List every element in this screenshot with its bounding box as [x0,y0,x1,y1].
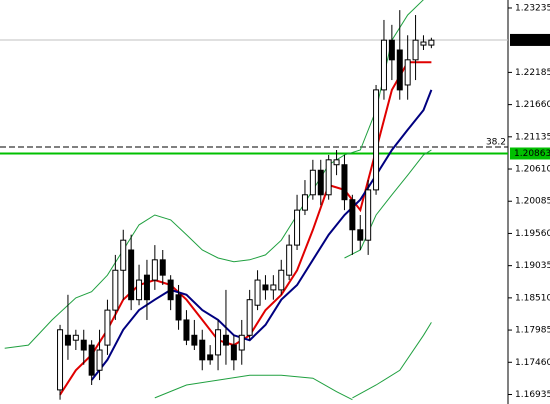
candle-body [380,39,387,91]
candle-body [357,229,364,241]
candle-body [286,244,293,276]
candle-body [246,299,253,336]
candle-body [420,41,427,46]
candle-body [412,39,419,61]
indicator-line [90,89,433,381]
candle-body [143,274,150,301]
candle-body [72,334,79,341]
candle-body [175,294,182,321]
candle-body [317,169,324,196]
candle-body [404,59,411,86]
candle-body [128,249,135,301]
candle-body [191,334,198,346]
candle-body [262,284,269,291]
fib-level-label: 38.2 [486,137,506,147]
candle-body [96,349,103,371]
candle-body [104,309,111,346]
y-tick-label: 1.19035 [515,261,550,271]
price-label: 1.22714 [514,35,550,45]
candle-body [294,209,301,246]
y-tick-label: 1.20085 [515,197,550,207]
candle-body [396,49,403,91]
candle-body [64,334,71,346]
candle-body [278,269,285,291]
candle-body [136,279,143,301]
candle-body [309,169,316,196]
price-label-box [510,147,550,160]
candle-body [341,164,348,201]
y-tick-label: 1.21660 [515,100,550,110]
candle-body [151,259,158,281]
candle-body [365,189,372,241]
y-tick-label: 1.20610 [515,165,550,175]
candle-body [80,339,87,351]
candle-body [215,329,222,356]
candle-body [57,329,64,391]
price-label: 1.20863 [514,149,550,159]
y-tick-label: 1.17460 [515,358,550,368]
candle-body [301,194,308,211]
candle-body [222,334,229,346]
y-tick-label: 1.22185 [515,68,550,78]
candle-body [349,199,356,231]
y-tick-label: 1.21135 [515,132,550,142]
candle-body [238,334,245,351]
candle-body [388,39,395,61]
y-tick-label: 1.23235 [515,3,550,13]
candle-body [373,89,380,191]
y-tick-label: 1.18510 [515,293,550,303]
price-label-box [510,33,550,46]
y-tick-label: 1.19560 [515,229,550,239]
indicator-line [352,322,432,399]
candle-body [167,279,174,301]
indicator-line [154,374,353,401]
candle-body [120,239,127,271]
y-tick-label: 1.16935 [515,390,550,400]
candle-body [112,269,119,311]
candle-body [199,339,206,361]
indicator-line [344,149,432,259]
candle-body [325,159,332,196]
candle-body [207,354,214,361]
candle-body [230,344,237,361]
candle-body [333,159,340,166]
candle-body [428,39,435,46]
y-tick-label: 1.17985 [515,326,550,336]
candle-body [254,279,261,306]
candle-body [270,284,277,291]
candle-body [159,259,166,276]
candle-body [88,344,95,376]
candle-body [183,319,190,341]
indicator-line [4,0,424,349]
